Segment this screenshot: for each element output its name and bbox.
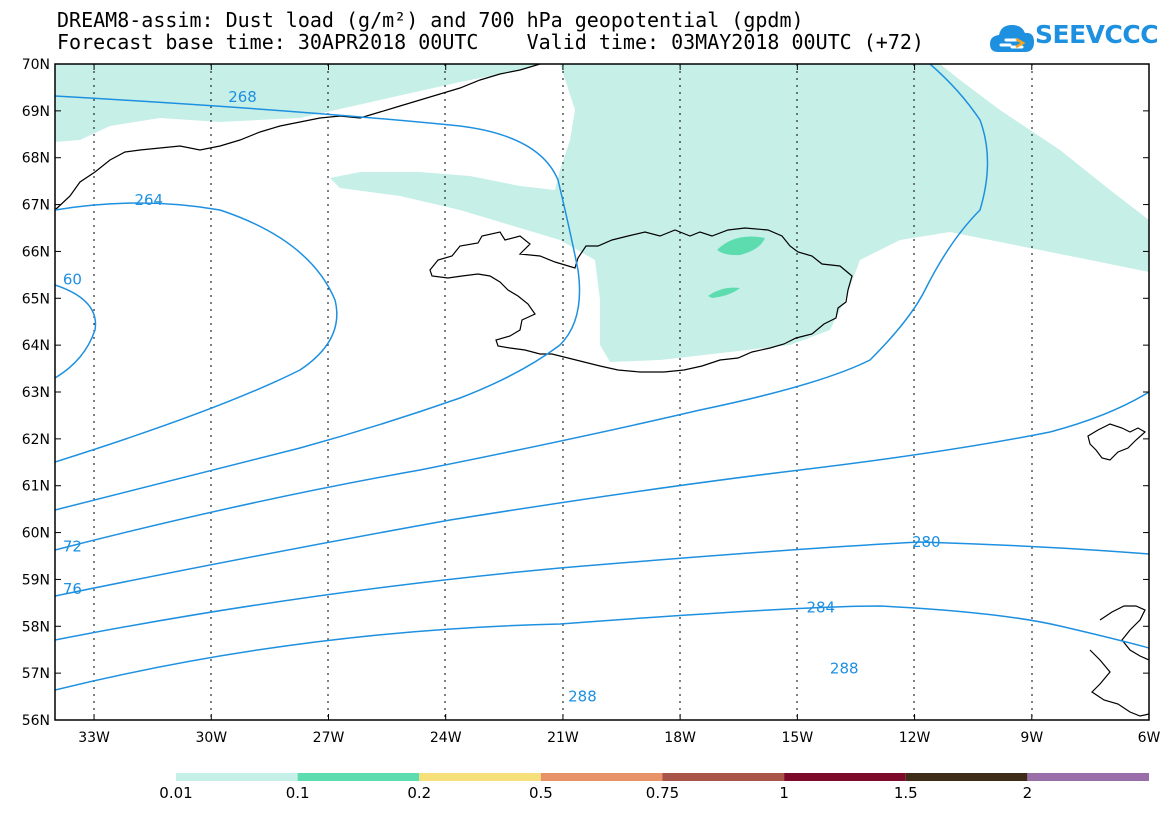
lat-tick-label: 56N: [22, 713, 50, 729]
lon-tick-label: 12W: [899, 730, 931, 746]
lat-tick-label: 59N: [22, 572, 50, 588]
lon-tick-label: 24W: [430, 730, 462, 746]
lat-tick-label: 68N: [22, 151, 50, 167]
map-title: DREAM8-assim: Dust load (g/m²) and 700 h…: [57, 8, 804, 32]
isoline-label: 76: [63, 580, 82, 598]
isoline-label: 288: [830, 659, 859, 677]
lon-tick-label: 18W: [664, 730, 696, 746]
isoline-label: 60: [63, 271, 82, 289]
isoline-label: 288: [568, 688, 597, 706]
lat-tick-label: 63N: [22, 385, 50, 401]
dust-load-area: [55, 64, 1149, 362]
lat-tick-label: 65N: [22, 291, 50, 307]
map-subtitle: Forecast base time: 30APR2018 00UTC Vali…: [57, 30, 924, 54]
lon-tick-label: 33W: [78, 730, 110, 746]
isoline-label: 268: [228, 88, 257, 106]
lon-tick-label: 9W: [1020, 730, 1043, 746]
lat-tick-label: 58N: [22, 619, 50, 635]
longitude-labels: 33W 30W 27W 24W 21W 18W 15W 12W 9W 6W: [78, 730, 1160, 746]
coastline: [55, 64, 1149, 717]
lat-tick-label: 66N: [22, 244, 50, 260]
isoline-label: 284: [806, 599, 835, 617]
lon-tick-label: 27W: [313, 730, 345, 746]
lat-tick-label: 61N: [22, 479, 50, 495]
isoline-label: 280: [912, 533, 941, 551]
dust-load-area-high: [708, 236, 765, 298]
cloud-logo-icon: [990, 25, 1034, 52]
lat-tick-label: 64N: [22, 338, 50, 354]
lon-tick-label: 6W: [1138, 730, 1161, 746]
lat-tick-label: 62N: [22, 432, 50, 448]
graticule: [93, 64, 1033, 720]
lat-tick-label: 70N: [22, 57, 50, 73]
latitude-labels: 70N 69N 68N 67N 66N 65N 64N 63N 62N 61N 60N 59N 58N 5…: [22, 57, 50, 729]
lon-tick-label: 15W: [782, 730, 814, 746]
lat-tick-label: 57N: [22, 666, 50, 682]
isoline-labels: 268 264 60 72 76 280 284 288 288: [63, 88, 941, 706]
lat-tick-label: 67N: [22, 198, 50, 214]
lat-tick-label: 60N: [22, 526, 50, 542]
logo-text: SEEVCCC: [1035, 20, 1159, 49]
axis-ticks: [55, 63, 1150, 721]
lon-tick-label: 21W: [547, 730, 579, 746]
lat-tick-label: 69N: [22, 104, 50, 120]
lon-tick-label: 30W: [195, 730, 227, 746]
geopotential-isolines: [55, 64, 1149, 691]
isoline-label: 264: [134, 191, 163, 209]
isoline-label: 72: [63, 538, 82, 556]
